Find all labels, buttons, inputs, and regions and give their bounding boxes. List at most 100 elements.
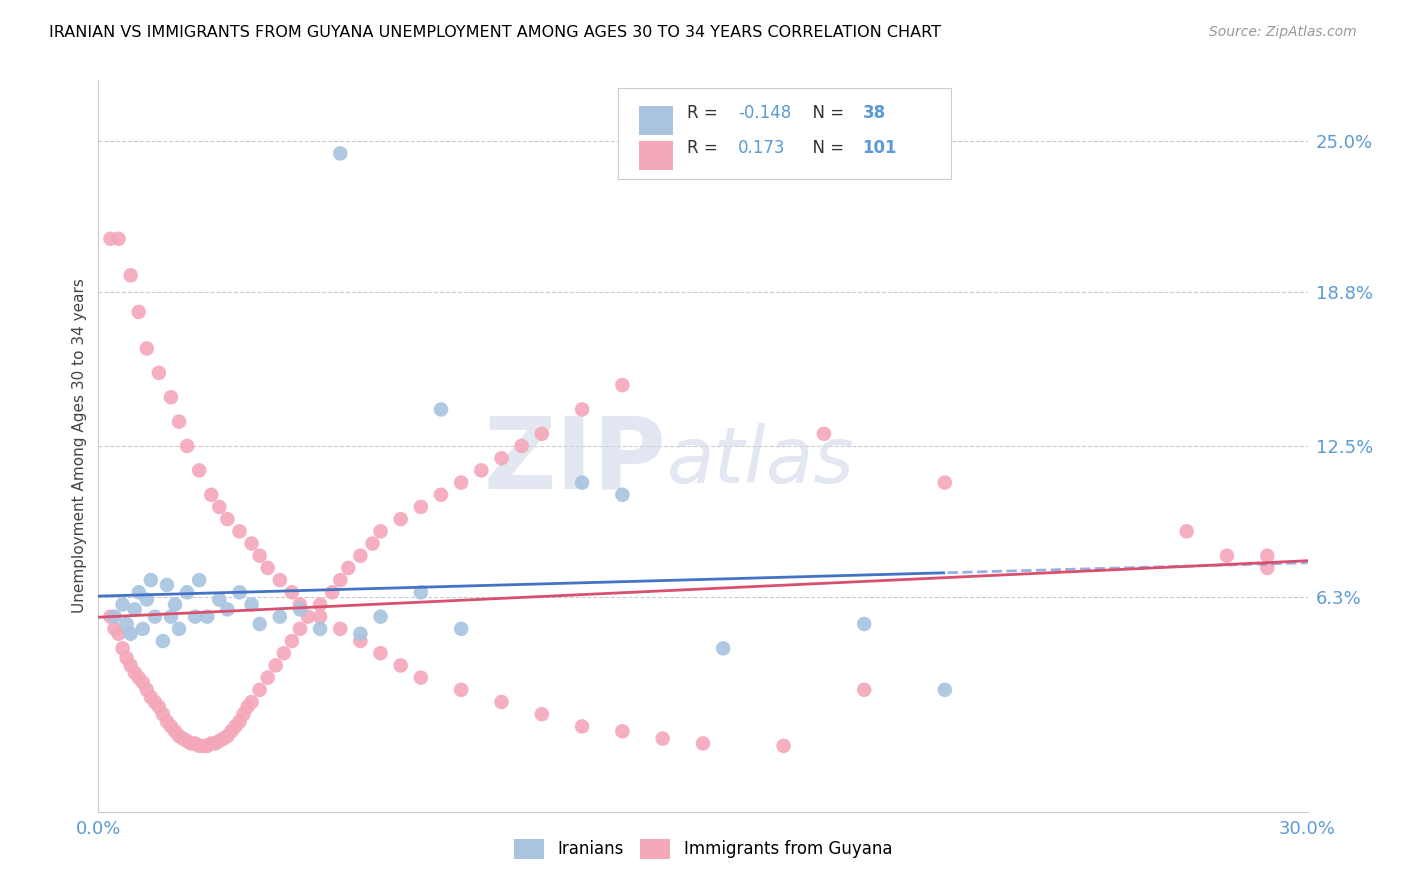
Point bbox=[409, 671, 432, 685]
Point bbox=[167, 415, 190, 429]
Text: -0.148: -0.148 bbox=[738, 104, 792, 122]
Point bbox=[389, 658, 412, 673]
Text: 101: 101 bbox=[863, 139, 897, 157]
Point bbox=[297, 609, 319, 624]
Point bbox=[184, 609, 207, 624]
Point bbox=[188, 739, 211, 753]
Point bbox=[321, 585, 343, 599]
Text: N =: N = bbox=[803, 139, 849, 157]
Point bbox=[370, 609, 392, 624]
Text: atlas: atlas bbox=[666, 423, 855, 499]
Point bbox=[430, 488, 453, 502]
Point bbox=[135, 342, 157, 356]
Point bbox=[349, 626, 371, 640]
Point bbox=[612, 378, 634, 392]
Point bbox=[612, 724, 634, 739]
Point bbox=[329, 622, 352, 636]
Point bbox=[128, 671, 150, 685]
Point bbox=[143, 609, 166, 624]
Point bbox=[208, 592, 231, 607]
Point bbox=[329, 146, 352, 161]
Point bbox=[100, 232, 122, 246]
Point bbox=[240, 695, 263, 709]
Point bbox=[232, 707, 254, 722]
Point bbox=[772, 739, 794, 753]
Point bbox=[470, 463, 492, 477]
Point bbox=[188, 573, 211, 587]
Text: ZIP: ZIP bbox=[484, 412, 666, 509]
Point bbox=[208, 734, 231, 748]
Point bbox=[103, 622, 125, 636]
Point bbox=[309, 622, 332, 636]
Point bbox=[389, 512, 412, 526]
Point bbox=[249, 617, 271, 632]
Point bbox=[281, 585, 304, 599]
Point bbox=[152, 707, 174, 722]
Point bbox=[256, 561, 278, 575]
Point bbox=[1256, 561, 1278, 575]
Point bbox=[139, 573, 162, 587]
Point bbox=[450, 475, 472, 490]
Point bbox=[256, 671, 278, 685]
Point bbox=[195, 609, 218, 624]
Point bbox=[228, 524, 250, 539]
Point bbox=[156, 578, 179, 592]
Point bbox=[135, 682, 157, 697]
Point bbox=[853, 682, 876, 697]
Point bbox=[281, 634, 304, 648]
Point bbox=[120, 626, 142, 640]
Point bbox=[269, 609, 291, 624]
Point bbox=[934, 475, 956, 490]
Point bbox=[249, 682, 271, 697]
Point bbox=[236, 699, 259, 714]
Text: R =: R = bbox=[688, 139, 728, 157]
Point bbox=[176, 585, 198, 599]
Point bbox=[370, 524, 392, 539]
Point bbox=[571, 475, 593, 490]
Point bbox=[120, 658, 142, 673]
Point bbox=[651, 731, 673, 746]
Point bbox=[152, 634, 174, 648]
Point bbox=[349, 549, 371, 563]
Point bbox=[409, 500, 432, 514]
Point bbox=[309, 598, 332, 612]
Point bbox=[1216, 549, 1239, 563]
Point bbox=[269, 573, 291, 587]
Point bbox=[200, 736, 222, 750]
Point bbox=[264, 658, 287, 673]
Point bbox=[510, 439, 533, 453]
Point bbox=[200, 488, 222, 502]
Point bbox=[167, 622, 190, 636]
Point bbox=[204, 736, 226, 750]
Point bbox=[188, 463, 211, 477]
Point bbox=[349, 634, 371, 648]
Point bbox=[176, 439, 198, 453]
Point bbox=[107, 232, 129, 246]
Point bbox=[212, 731, 235, 746]
Point bbox=[288, 598, 311, 612]
Point bbox=[184, 736, 207, 750]
Point bbox=[309, 609, 332, 624]
Point bbox=[530, 707, 553, 722]
Point bbox=[176, 734, 198, 748]
Point bbox=[163, 598, 186, 612]
Point bbox=[853, 617, 876, 632]
Point bbox=[143, 695, 166, 709]
Point bbox=[115, 651, 138, 665]
Text: Source: ZipAtlas.com: Source: ZipAtlas.com bbox=[1209, 25, 1357, 39]
Point bbox=[491, 695, 513, 709]
Point bbox=[430, 402, 453, 417]
Point bbox=[337, 561, 360, 575]
Point bbox=[612, 488, 634, 502]
Point bbox=[103, 609, 125, 624]
Point bbox=[148, 366, 170, 380]
Text: 0.173: 0.173 bbox=[738, 139, 786, 157]
Point bbox=[128, 305, 150, 319]
Point bbox=[361, 536, 384, 550]
Point bbox=[160, 390, 183, 404]
Point bbox=[228, 585, 250, 599]
Point bbox=[195, 739, 218, 753]
Point bbox=[530, 426, 553, 441]
Point bbox=[172, 731, 194, 746]
Point bbox=[208, 500, 231, 514]
